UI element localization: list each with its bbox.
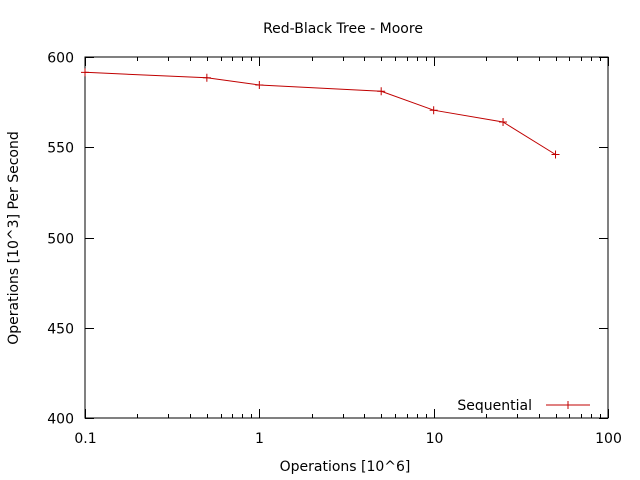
series-line-sequential: [84, 71, 556, 155]
data-point-marker: [202, 73, 211, 82]
data-point-marker: [429, 106, 438, 115]
x-tick-label: 1: [255, 431, 264, 447]
legend-marker: [564, 401, 572, 409]
series-layer: [81, 68, 560, 159]
y-tick-label: 450: [47, 322, 74, 338]
x-tick-label: 10: [426, 431, 444, 447]
y-tick-label: 500: [47, 232, 74, 248]
data-point-marker: [81, 68, 89, 77]
x-tick-label: 100: [595, 431, 622, 447]
axes: 400 450 500 550 600 0.1 1 10 100: [47, 51, 622, 448]
x-tick-label: 0.1: [74, 431, 96, 447]
y-tick-label: 600: [47, 51, 74, 67]
y-axis-label: Operations [10^3] Per Second: [6, 131, 22, 345]
y-tick-label: 550: [47, 141, 74, 157]
legend-label: Sequential: [457, 398, 532, 414]
data-point-marker: [377, 87, 386, 96]
data-point-marker: [551, 150, 560, 159]
data-point-marker: [255, 80, 264, 89]
x-axis-label: Operations [10^6]: [280, 459, 411, 475]
chart-title: Red-Black Tree - Moore: [263, 21, 423, 37]
legend: Sequential: [457, 398, 590, 414]
y-tick-label: 400: [47, 412, 74, 428]
data-point-marker: [499, 117, 508, 126]
plot-frame: [84, 56, 609, 419]
